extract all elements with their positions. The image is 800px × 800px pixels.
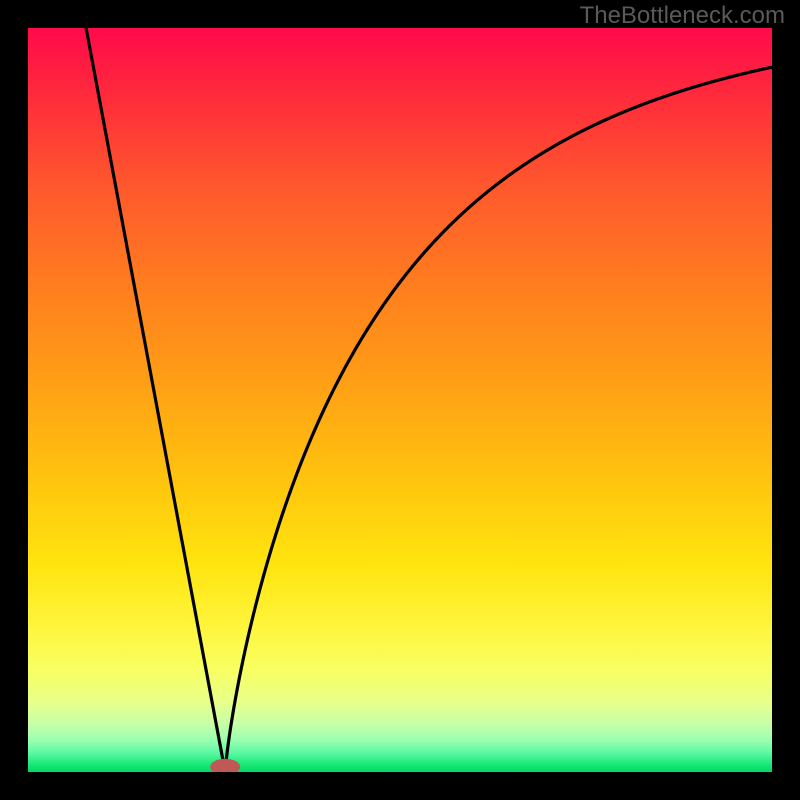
plot-background-gradient [28,28,772,772]
watermark-text: TheBottleneck.com [580,2,785,29]
bottleneck-chart: TheBottleneck.com [0,0,800,800]
